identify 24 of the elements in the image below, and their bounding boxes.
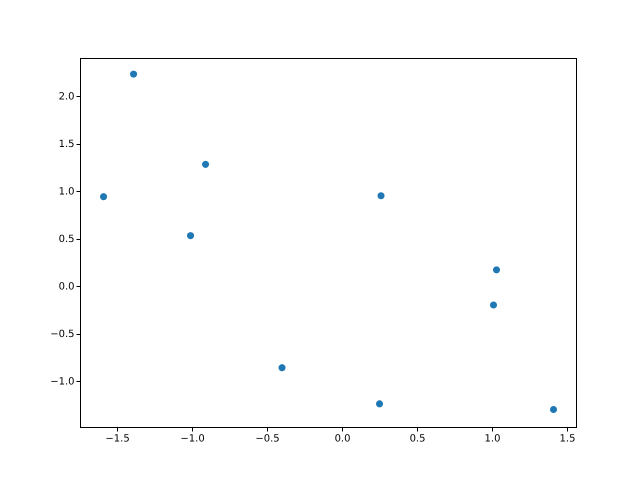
y-tick-label: −1.0 (50, 376, 74, 388)
point (187, 232, 194, 240)
x-tick-label: −0.5 (255, 434, 280, 444)
y-tick-label: −0.5 (50, 329, 74, 340)
point (202, 160, 210, 168)
x-tick-label: 0.5 (410, 434, 426, 444)
point (377, 192, 385, 200)
x-tick-label: −1.5 (105, 434, 130, 444)
y-tick-label: 0.0 (58, 282, 74, 293)
y-tick-label: 2.0 (58, 92, 74, 102)
point (100, 193, 108, 200)
x-tick-label: −1.0 (180, 434, 205, 444)
x-tick-label: 1.0 (484, 434, 500, 444)
point (490, 301, 498, 309)
x-tick-label: 0.0 (334, 434, 350, 444)
x-tick-label: 1.5 (560, 434, 576, 444)
y-tick-label: 1.0 (58, 186, 74, 198)
point (278, 364, 286, 372)
point (492, 266, 500, 274)
y-tick-label: 0.5 (58, 234, 74, 246)
point (376, 400, 384, 408)
y-tick-label: 1.5 (58, 139, 74, 150)
point (550, 406, 558, 414)
point (130, 70, 138, 78)
